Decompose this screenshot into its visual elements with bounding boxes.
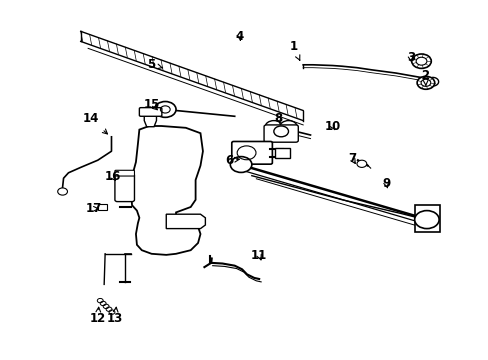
Circle shape xyxy=(411,54,430,68)
Text: 11: 11 xyxy=(250,249,267,262)
Text: 10: 10 xyxy=(324,120,340,132)
Text: 6: 6 xyxy=(225,154,239,167)
Circle shape xyxy=(230,157,251,172)
Text: 17: 17 xyxy=(85,202,102,215)
Text: 9: 9 xyxy=(382,177,389,190)
Circle shape xyxy=(279,121,297,134)
FancyBboxPatch shape xyxy=(98,204,106,210)
FancyBboxPatch shape xyxy=(115,170,134,176)
Text: 15: 15 xyxy=(143,98,160,111)
Polygon shape xyxy=(414,205,439,232)
Circle shape xyxy=(273,126,288,137)
Text: 5: 5 xyxy=(147,58,163,71)
Circle shape xyxy=(264,121,282,134)
Circle shape xyxy=(414,211,438,229)
Text: 12: 12 xyxy=(89,307,106,325)
Text: 1: 1 xyxy=(289,40,299,60)
Text: 2: 2 xyxy=(421,69,428,85)
Text: 7: 7 xyxy=(347,152,355,165)
FancyBboxPatch shape xyxy=(264,125,298,142)
Circle shape xyxy=(356,160,366,167)
Circle shape xyxy=(416,76,434,89)
FancyBboxPatch shape xyxy=(231,141,272,164)
Polygon shape xyxy=(275,148,289,158)
Text: 16: 16 xyxy=(104,170,121,183)
FancyBboxPatch shape xyxy=(139,108,162,116)
Polygon shape xyxy=(131,126,203,255)
FancyBboxPatch shape xyxy=(115,174,134,202)
Text: 8: 8 xyxy=(274,112,282,125)
Circle shape xyxy=(58,188,67,195)
Polygon shape xyxy=(144,113,156,127)
Text: 3: 3 xyxy=(406,51,414,64)
Text: 13: 13 xyxy=(106,307,123,325)
Polygon shape xyxy=(166,214,205,229)
Text: 4: 4 xyxy=(235,30,243,42)
Circle shape xyxy=(154,102,176,117)
Text: 14: 14 xyxy=(82,112,107,134)
